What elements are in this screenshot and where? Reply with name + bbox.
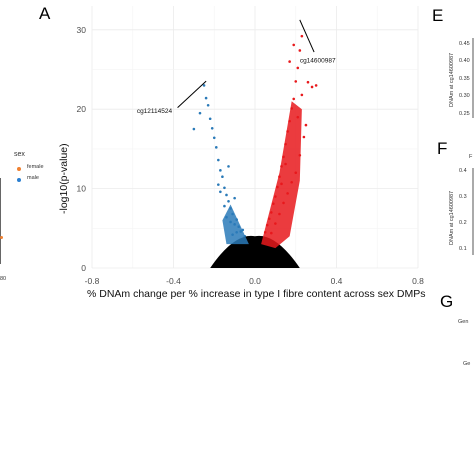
point-s1-15 (292, 97, 296, 101)
y-tick-label-1: 10 (77, 184, 87, 194)
annotation-leader-cg14600987 (299, 19, 315, 53)
x-tick-label-0: -0.8 (85, 276, 100, 286)
point-s1-22 (314, 84, 318, 87)
hyper-point-cloud (261, 101, 302, 249)
panel-f-title-fragment: F (469, 154, 473, 160)
panel-label-e: E (432, 6, 444, 25)
panel-f-tick-1: 0.3 (459, 194, 467, 200)
x-tick-label-4: 0.8 (412, 276, 424, 286)
point-s0-29 (233, 196, 236, 200)
panel-e-tick-4: 0.25 (459, 111, 470, 117)
y-tick-label-3: 30 (77, 25, 87, 35)
point-s1-37 (300, 93, 304, 97)
point-s1-24 (302, 135, 306, 139)
left-axis-fragment (0, 178, 1, 264)
panel-g-line-1: Ge (463, 361, 471, 367)
point-s1-18 (298, 49, 302, 52)
point-s0-9 (227, 200, 230, 203)
point-s0-33 (219, 190, 222, 194)
panel-e-tick-3: 0.30 (459, 93, 470, 99)
point-s0-22 (198, 111, 202, 115)
x-axis-title: % DNAm change per % increase in type I f… (87, 288, 426, 300)
x-tick-label-3: 0.4 (331, 276, 343, 286)
annotation-label-cg14600987: cg14600987 (300, 57, 336, 64)
point-s1-20 (306, 80, 310, 84)
point-s0-11 (223, 186, 226, 190)
panel-f-tick-3: 0.1 (459, 246, 467, 252)
point-s0-12 (221, 175, 224, 178)
panel-e-tick-1: 0.40 (459, 58, 470, 64)
point-s0-16 (212, 136, 216, 140)
point-s1-23 (304, 123, 308, 127)
y-tick-label-0: 0 (81, 263, 86, 273)
point-s1-35 (292, 43, 296, 47)
point-s1-16 (294, 80, 298, 83)
point-s0-21 (202, 84, 206, 87)
legend-female-swatch (17, 167, 21, 171)
legend-male-label: male (27, 175, 39, 181)
point-s0-24 (217, 183, 220, 186)
point-s1-34 (288, 60, 291, 63)
annotation-leader-cg12114524 (177, 80, 207, 108)
panel-label-f: F (437, 139, 448, 158)
point-s0-25 (223, 204, 226, 208)
ns-point-cloud (210, 235, 300, 268)
point-s1-19 (300, 34, 304, 38)
annotation-label-cg12114524: cg12114524 (137, 108, 173, 115)
panel-g-line-0: Gen (458, 319, 469, 325)
point-s0-17 (210, 126, 214, 130)
point-s0-10 (225, 193, 228, 197)
panel-e-tick-2: 0.35 (459, 76, 470, 82)
x-tick-label-1: -0.4 (166, 276, 181, 286)
panel-label-g: G (440, 292, 454, 311)
left-tick-fragment: 80 (0, 276, 7, 282)
point-s0-18 (208, 117, 212, 121)
legend-title: sex (14, 151, 25, 158)
legend-male-swatch (17, 178, 21, 182)
y-tick-label-2: 20 (77, 104, 87, 114)
point-s0-30 (227, 165, 230, 168)
panel-label-a: A (39, 4, 51, 23)
point-s0-19 (206, 103, 210, 107)
point-s0-13 (219, 169, 222, 172)
x-tick-label-2: 0.0 (249, 276, 261, 286)
legend-female-label: female (27, 164, 44, 170)
point-s0-14 (217, 158, 220, 162)
hypo-point-cloud (222, 204, 249, 245)
panel-f-tick-0: 0.4 (459, 168, 467, 174)
point-s0-23 (192, 127, 196, 131)
point-s1-17 (296, 66, 300, 70)
panel-f-tick-2: 0.2 (459, 220, 467, 226)
y-axis-title: -log10(p-value) (58, 143, 70, 214)
point-s0-15 (214, 146, 218, 149)
left-orange-point (0, 236, 3, 239)
point-s1-21 (310, 85, 314, 89)
point-s0-20 (204, 96, 208, 100)
panel-e-tick-0: 0.45 (459, 41, 470, 47)
